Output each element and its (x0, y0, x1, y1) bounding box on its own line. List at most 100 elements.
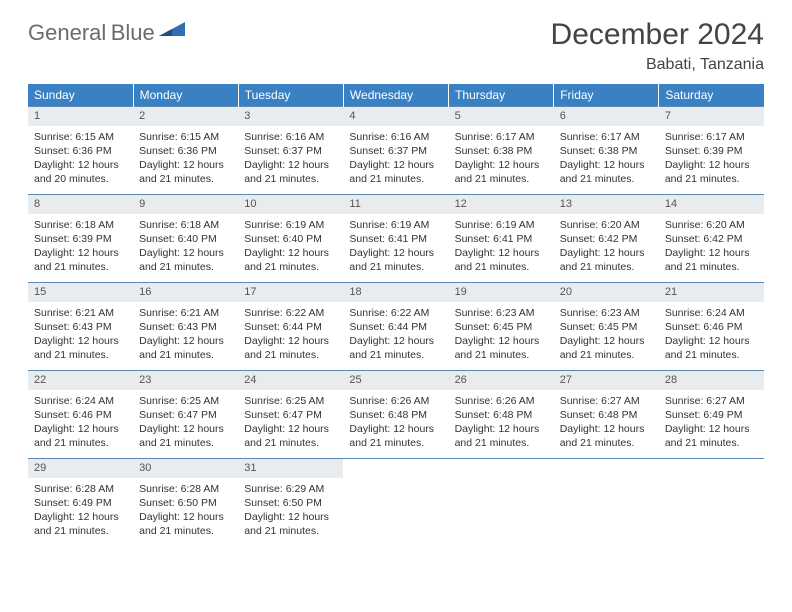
sunset-line: Sunset: 6:43 PM (139, 320, 232, 334)
sunrise-line: Sunrise: 6:22 AM (349, 306, 442, 320)
sunset-line: Sunset: 6:42 PM (665, 232, 758, 246)
sunset-line: Sunset: 6:37 PM (244, 144, 337, 158)
daylight-line: Daylight: 12 hours and 21 minutes. (244, 510, 337, 538)
sunset-line: Sunset: 6:36 PM (34, 144, 127, 158)
day-content: Sunrise: 6:28 AMSunset: 6:49 PMDaylight:… (28, 478, 133, 545)
sunrise-line: Sunrise: 6:20 AM (560, 218, 653, 232)
sunrise-line: Sunrise: 6:16 AM (349, 130, 442, 144)
calendar-head: Sunday Monday Tuesday Wednesday Thursday… (28, 84, 764, 107)
daylight-line: Daylight: 12 hours and 21 minutes. (139, 158, 232, 186)
sunset-line: Sunset: 6:41 PM (455, 232, 548, 246)
sunset-line: Sunset: 6:47 PM (244, 408, 337, 422)
calendar-cell: 23Sunrise: 6:25 AMSunset: 6:47 PMDayligh… (133, 371, 238, 459)
sunset-line: Sunset: 6:48 PM (560, 408, 653, 422)
day-number: 2 (133, 107, 238, 126)
sunrise-line: Sunrise: 6:15 AM (34, 130, 127, 144)
daylight-line: Daylight: 12 hours and 21 minutes. (34, 510, 127, 538)
sunset-line: Sunset: 6:46 PM (665, 320, 758, 334)
sunset-line: Sunset: 6:48 PM (455, 408, 548, 422)
sunrise-line: Sunrise: 6:19 AM (455, 218, 548, 232)
daylight-line: Daylight: 12 hours and 21 minutes. (665, 246, 758, 274)
sunset-line: Sunset: 6:40 PM (244, 232, 337, 246)
day-number: 5 (449, 107, 554, 126)
calendar-cell: 11Sunrise: 6:19 AMSunset: 6:41 PMDayligh… (343, 195, 448, 283)
day-content: Sunrise: 6:25 AMSunset: 6:47 PMDaylight:… (133, 390, 238, 457)
daylight-line: Daylight: 12 hours and 21 minutes. (349, 422, 442, 450)
sunset-line: Sunset: 6:39 PM (34, 232, 127, 246)
sunrise-line: Sunrise: 6:16 AM (244, 130, 337, 144)
sunset-line: Sunset: 6:44 PM (244, 320, 337, 334)
day-number: 14 (659, 195, 764, 214)
col-monday: Monday (133, 84, 238, 107)
daylight-line: Daylight: 12 hours and 21 minutes. (560, 158, 653, 186)
sunset-line: Sunset: 6:49 PM (34, 496, 127, 510)
day-number: 18 (343, 283, 448, 302)
day-number: 19 (449, 283, 554, 302)
sunset-line: Sunset: 6:50 PM (244, 496, 337, 510)
sunrise-line: Sunrise: 6:19 AM (244, 218, 337, 232)
day-content: Sunrise: 6:21 AMSunset: 6:43 PMDaylight:… (133, 302, 238, 369)
day-number: 8 (28, 195, 133, 214)
sunrise-line: Sunrise: 6:24 AM (665, 306, 758, 320)
calendar-cell (343, 459, 448, 547)
calendar-cell: 7Sunrise: 6:17 AMSunset: 6:39 PMDaylight… (659, 107, 764, 195)
day-content: Sunrise: 6:20 AMSunset: 6:42 PMDaylight:… (554, 214, 659, 281)
daylight-line: Daylight: 12 hours and 21 minutes. (244, 422, 337, 450)
sunrise-line: Sunrise: 6:17 AM (665, 130, 758, 144)
sunrise-line: Sunrise: 6:25 AM (139, 394, 232, 408)
sunrise-line: Sunrise: 6:18 AM (34, 218, 127, 232)
calendar-cell (554, 459, 659, 547)
calendar-row: 1Sunrise: 6:15 AMSunset: 6:36 PMDaylight… (28, 107, 764, 195)
calendar-cell: 28Sunrise: 6:27 AMSunset: 6:49 PMDayligh… (659, 371, 764, 459)
calendar-cell: 29Sunrise: 6:28 AMSunset: 6:49 PMDayligh… (28, 459, 133, 547)
day-number: 7 (659, 107, 764, 126)
daylight-line: Daylight: 12 hours and 21 minutes. (349, 334, 442, 362)
day-number: 3 (238, 107, 343, 126)
sunset-line: Sunset: 6:41 PM (349, 232, 442, 246)
sunset-line: Sunset: 6:40 PM (139, 232, 232, 246)
calendar-row: 15Sunrise: 6:21 AMSunset: 6:43 PMDayligh… (28, 283, 764, 371)
calendar-table: Sunday Monday Tuesday Wednesday Thursday… (28, 84, 764, 547)
calendar-cell: 24Sunrise: 6:25 AMSunset: 6:47 PMDayligh… (238, 371, 343, 459)
sunset-line: Sunset: 6:43 PM (34, 320, 127, 334)
daylight-line: Daylight: 12 hours and 21 minutes. (244, 158, 337, 186)
calendar-cell: 14Sunrise: 6:20 AMSunset: 6:42 PMDayligh… (659, 195, 764, 283)
sunset-line: Sunset: 6:37 PM (349, 144, 442, 158)
sunset-line: Sunset: 6:38 PM (560, 144, 653, 158)
col-wednesday: Wednesday (343, 84, 448, 107)
day-content: Sunrise: 6:26 AMSunset: 6:48 PMDaylight:… (343, 390, 448, 457)
day-content: Sunrise: 6:23 AMSunset: 6:45 PMDaylight:… (449, 302, 554, 369)
day-content: Sunrise: 6:15 AMSunset: 6:36 PMDaylight:… (28, 126, 133, 193)
month-title: December 2024 (551, 18, 764, 52)
calendar-row: 22Sunrise: 6:24 AMSunset: 6:46 PMDayligh… (28, 371, 764, 459)
daylight-line: Daylight: 12 hours and 21 minutes. (455, 334, 548, 362)
sunrise-line: Sunrise: 6:17 AM (560, 130, 653, 144)
sunrise-line: Sunrise: 6:23 AM (560, 306, 653, 320)
day-number: 30 (133, 459, 238, 478)
sunrise-line: Sunrise: 6:20 AM (665, 218, 758, 232)
day-number: 26 (449, 371, 554, 390)
sunrise-line: Sunrise: 6:21 AM (139, 306, 232, 320)
col-friday: Friday (554, 84, 659, 107)
day-content: Sunrise: 6:17 AMSunset: 6:38 PMDaylight:… (554, 126, 659, 193)
calendar-cell: 8Sunrise: 6:18 AMSunset: 6:39 PMDaylight… (28, 195, 133, 283)
day-content: Sunrise: 6:19 AMSunset: 6:41 PMDaylight:… (343, 214, 448, 281)
day-number: 6 (554, 107, 659, 126)
calendar-cell: 9Sunrise: 6:18 AMSunset: 6:40 PMDaylight… (133, 195, 238, 283)
daylight-line: Daylight: 12 hours and 21 minutes. (244, 334, 337, 362)
calendar-cell: 12Sunrise: 6:19 AMSunset: 6:41 PMDayligh… (449, 195, 554, 283)
sunrise-line: Sunrise: 6:21 AM (34, 306, 127, 320)
day-content: Sunrise: 6:17 AMSunset: 6:39 PMDaylight:… (659, 126, 764, 193)
sunrise-line: Sunrise: 6:29 AM (244, 482, 337, 496)
sunrise-line: Sunrise: 6:27 AM (560, 394, 653, 408)
brand-word-1: General (28, 20, 106, 45)
calendar-cell: 31Sunrise: 6:29 AMSunset: 6:50 PMDayligh… (238, 459, 343, 547)
daylight-line: Daylight: 12 hours and 21 minutes. (139, 422, 232, 450)
day-content: Sunrise: 6:27 AMSunset: 6:48 PMDaylight:… (554, 390, 659, 457)
day-content: Sunrise: 6:17 AMSunset: 6:38 PMDaylight:… (449, 126, 554, 193)
day-content: Sunrise: 6:20 AMSunset: 6:42 PMDaylight:… (659, 214, 764, 281)
day-number: 27 (554, 371, 659, 390)
sunset-line: Sunset: 6:36 PM (139, 144, 232, 158)
sunset-line: Sunset: 6:48 PM (349, 408, 442, 422)
daylight-line: Daylight: 12 hours and 21 minutes. (665, 158, 758, 186)
